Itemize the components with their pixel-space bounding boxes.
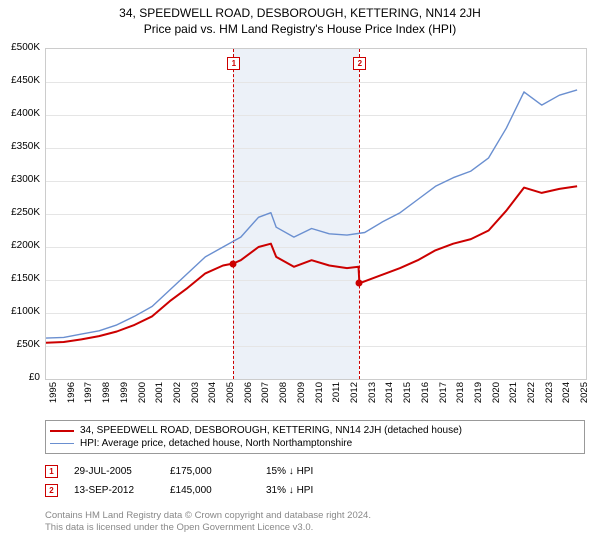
sale-marker-icon: 1	[45, 465, 58, 478]
x-tick-label: 2002	[172, 382, 183, 412]
x-tick-label: 2009	[296, 382, 307, 412]
x-tick-label: 2006	[243, 382, 254, 412]
x-tick-label: 1998	[101, 382, 112, 412]
x-tick-label: 1997	[83, 382, 94, 412]
x-tick-label: 2005	[225, 382, 236, 412]
x-tick-label: 2008	[278, 382, 289, 412]
x-tick-label: 2016	[420, 382, 431, 412]
legend-swatch	[50, 443, 74, 444]
y-tick-label: £100K	[0, 306, 40, 317]
x-tick-label: 2019	[473, 382, 484, 412]
x-tick-label: 1999	[119, 382, 130, 412]
legend-label: HPI: Average price, detached house, Nort…	[80, 438, 352, 449]
x-tick-label: 2003	[190, 382, 201, 412]
chart-lines	[46, 49, 586, 379]
x-tick-label: 2001	[154, 382, 165, 412]
sale-marker-box: 2	[353, 57, 366, 70]
chart-title: 34, SPEEDWELL ROAD, DESBOROUGH, KETTERIN…	[0, 0, 600, 20]
sale-delta: 31% ↓ HPI	[266, 485, 346, 496]
x-tick-label: 2010	[314, 382, 325, 412]
x-tick-label: 2000	[137, 382, 148, 412]
series-hpi	[46, 90, 577, 338]
sales-table: 1 29-JUL-2005 £175,000 15% ↓ HPI 2 13-SEP-201…	[45, 462, 585, 500]
attribution-line2: This data is licensed under the Open Gov…	[45, 522, 585, 534]
sale-row: 1 29-JUL-2005 £175,000 15% ↓ HPI	[45, 462, 585, 481]
sale-date: 13-SEP-2012	[74, 485, 154, 496]
series-property	[46, 186, 577, 342]
x-tick-label: 2017	[438, 382, 449, 412]
x-tick-label: 2011	[331, 382, 342, 412]
y-tick-label: £50K	[0, 339, 40, 350]
x-tick-label: 2013	[367, 382, 378, 412]
legend: 34, SPEEDWELL ROAD, DESBOROUGH, KETTERIN…	[45, 420, 585, 454]
x-tick-label: 2025	[579, 382, 590, 412]
y-tick-label: £0	[0, 372, 40, 383]
sale-dot	[230, 260, 237, 267]
sale-marker-box: 1	[227, 57, 240, 70]
legend-label: 34, SPEEDWELL ROAD, DESBOROUGH, KETTERIN…	[80, 425, 462, 436]
sale-marker-icon: 2	[45, 484, 58, 497]
x-tick-label: 2018	[455, 382, 466, 412]
sale-date: 29-JUL-2005	[74, 466, 154, 477]
sale-price: £175,000	[170, 466, 250, 477]
x-tick-label: 2023	[544, 382, 555, 412]
y-tick-label: £250K	[0, 207, 40, 218]
y-tick-label: £200K	[0, 240, 40, 251]
y-tick-label: £350K	[0, 141, 40, 152]
sale-delta: 15% ↓ HPI	[266, 466, 346, 477]
y-tick-label: £150K	[0, 273, 40, 284]
attribution-line1: Contains HM Land Registry data © Crown c…	[45, 510, 585, 522]
plot-area: 12	[45, 48, 587, 380]
x-tick-label: 2022	[526, 382, 537, 412]
y-tick-label: £300K	[0, 174, 40, 185]
x-tick-label: 2014	[384, 382, 395, 412]
legend-item: HPI: Average price, detached house, Nort…	[50, 437, 580, 450]
x-tick-label: 2015	[402, 382, 413, 412]
sale-price: £145,000	[170, 485, 250, 496]
y-tick-label: £500K	[0, 42, 40, 53]
y-tick-label: £400K	[0, 108, 40, 119]
x-tick-label: 2021	[508, 382, 519, 412]
chart-subtitle: Price paid vs. HM Land Registry's House …	[0, 20, 600, 36]
x-tick-label: 1996	[66, 382, 77, 412]
x-tick-label: 2020	[491, 382, 502, 412]
attribution: Contains HM Land Registry data © Crown c…	[45, 510, 585, 535]
x-tick-label: 2007	[260, 382, 271, 412]
x-tick-label: 2012	[349, 382, 360, 412]
legend-swatch	[50, 430, 74, 432]
sale-dot	[356, 280, 363, 287]
sale-row: 2 13-SEP-2012 £145,000 31% ↓ HPI	[45, 481, 585, 500]
y-tick-label: £450K	[0, 75, 40, 86]
chart-container: 34, SPEEDWELL ROAD, DESBOROUGH, KETTERIN…	[0, 0, 600, 560]
x-tick-label: 2004	[207, 382, 218, 412]
x-tick-label: 1995	[48, 382, 59, 412]
legend-item: 34, SPEEDWELL ROAD, DESBOROUGH, KETTERIN…	[50, 424, 580, 437]
x-tick-label: 2024	[561, 382, 572, 412]
